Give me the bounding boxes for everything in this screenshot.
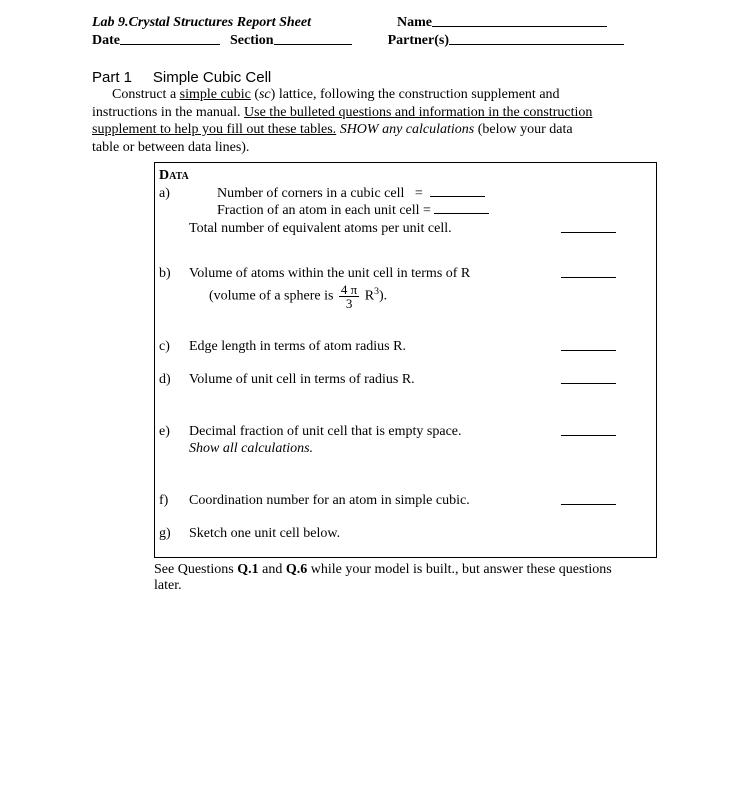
data-heading: Data bbox=[159, 167, 646, 185]
intro-text: Construct a bbox=[112, 87, 180, 102]
after-text: See Questions bbox=[154, 562, 237, 577]
intro-line-4: table or between data lines). bbox=[92, 139, 657, 157]
gap bbox=[159, 237, 646, 265]
gap bbox=[159, 355, 646, 371]
label-a: a) bbox=[159, 185, 189, 203]
row-g: g) Sketch one unit cell below. bbox=[159, 525, 646, 543]
gap bbox=[159, 543, 646, 549]
label-d: d) bbox=[159, 371, 189, 389]
text-a-3: Total number of equivalent atoms per uni… bbox=[189, 220, 553, 238]
label-g: g) bbox=[159, 525, 189, 543]
spacer bbox=[352, 32, 388, 50]
intro-line-3: supplement to help you fill out these ta… bbox=[92, 121, 657, 139]
text-b-1: Volume of atoms within the unit cell in … bbox=[189, 265, 553, 283]
ref-q1: Q.1 bbox=[237, 562, 258, 577]
section-blank[interactable] bbox=[274, 32, 352, 45]
q-text: Number of corners in a cubic cell bbox=[217, 186, 404, 201]
row-e-1: e) Decimal fraction of unit cell that is… bbox=[159, 423, 646, 441]
intro-line-2: instructions in the manual. Use the bull… bbox=[92, 104, 657, 122]
text-b-2: (volume of a sphere is 4 π3 R3). bbox=[189, 283, 646, 310]
row-d: d) Volume of unit cell in terms of radiu… bbox=[159, 371, 646, 389]
after-text: while your model is built., but answer t… bbox=[307, 562, 611, 577]
text-e-2: Show all calculations. bbox=[189, 440, 646, 458]
name-blank[interactable] bbox=[432, 14, 607, 27]
text-a-1: Number of corners in a cubic cell = bbox=[189, 185, 646, 203]
q-text: ). bbox=[379, 288, 387, 303]
label-c: c) bbox=[159, 338, 189, 356]
fraction: 4 π3 bbox=[339, 283, 359, 310]
blank-e[interactable] bbox=[561, 423, 616, 436]
gap bbox=[159, 458, 646, 492]
blank-a2[interactable] bbox=[434, 202, 489, 214]
label-b: b) bbox=[159, 265, 189, 283]
after-text: later. bbox=[154, 578, 182, 593]
intro-sc: sc bbox=[259, 87, 271, 102]
lab-title-prefix: Lab 9. bbox=[92, 14, 129, 32]
intro-line-1: Construct a simple cubic (sc) lattice, f… bbox=[92, 86, 657, 104]
blank-c[interactable] bbox=[561, 338, 616, 351]
blank-b[interactable] bbox=[561, 265, 616, 278]
page: Lab 9. Crystal Structures Report Sheet N… bbox=[0, 0, 749, 792]
intro-italic: SHOW any calculations bbox=[340, 122, 475, 137]
lab-title: Crystal Structures Report Sheet bbox=[129, 14, 311, 32]
intro-paragraph: Construct a simple cubic (sc) lattice, f… bbox=[92, 86, 657, 156]
part1-main: Simple Cubic Cell bbox=[153, 69, 271, 86]
intro-underlined: supplement to help you fill out these ta… bbox=[92, 122, 336, 137]
row-b-2: (volume of a sphere is 4 π3 R3). bbox=[159, 283, 646, 310]
partners-label: Partner(s) bbox=[388, 32, 449, 50]
row-c: c) Edge length in terms of atom radius R… bbox=[159, 338, 646, 356]
intro-text: instructions in the manual. bbox=[92, 105, 244, 120]
after-text: and bbox=[259, 562, 286, 577]
data-table: Data a) Number of corners in a cubic cel… bbox=[154, 162, 657, 558]
blank-a1[interactable] bbox=[430, 185, 485, 197]
header-line-2: Date Section Partner(s) bbox=[92, 32, 657, 50]
ref-q6: Q.6 bbox=[286, 562, 307, 577]
text-g: Sketch one unit cell below. bbox=[189, 525, 646, 543]
section-label: Section bbox=[230, 32, 274, 50]
text-d: Volume of unit cell in terms of radius R… bbox=[189, 371, 553, 389]
text-a-2: Fraction of an atom in each unit cell = bbox=[189, 202, 646, 220]
gap bbox=[159, 310, 646, 338]
part1-prefix: Part 1 bbox=[92, 69, 136, 86]
row-e-2: Show all calculations. bbox=[159, 440, 646, 458]
partners-blank[interactable] bbox=[449, 32, 624, 45]
text-e-1: Decimal fraction of unit cell that is em… bbox=[189, 423, 553, 441]
intro-underlined: Use the bulleted questions and informati… bbox=[244, 105, 592, 120]
label-f: f) bbox=[159, 492, 189, 510]
intro-underlined: simple cubic bbox=[180, 87, 251, 102]
gap bbox=[159, 509, 646, 525]
name-label: Name bbox=[397, 14, 432, 32]
frac-den: 3 bbox=[344, 297, 355, 310]
frac-num: 4 π bbox=[339, 283, 359, 297]
after-note: See Questions Q.1 and Q.6 while your mod… bbox=[154, 562, 657, 596]
label-e: e) bbox=[159, 423, 189, 441]
intro-text: ) lattice, following the construction su… bbox=[271, 87, 560, 102]
row-a-1: a) Number of corners in a cubic cell = bbox=[159, 185, 646, 203]
equals: = bbox=[415, 186, 423, 201]
header-line-1: Lab 9. Crystal Structures Report Sheet N… bbox=[92, 14, 657, 32]
spacer bbox=[311, 14, 397, 32]
row-b-1: b) Volume of atoms within the unit cell … bbox=[159, 265, 646, 283]
row-a-2: Fraction of an atom in each unit cell = bbox=[159, 202, 646, 220]
gap bbox=[159, 389, 646, 423]
row-f: f) Coordination number for an atom in si… bbox=[159, 492, 646, 510]
intro-text: (below your data bbox=[474, 122, 572, 137]
blank-d[interactable] bbox=[561, 371, 616, 384]
row-a-3: Total number of equivalent atoms per uni… bbox=[159, 220, 646, 238]
q-text: Fraction of an atom in each unit cell = bbox=[217, 203, 434, 218]
date-blank[interactable] bbox=[120, 32, 220, 45]
date-label: Date bbox=[92, 32, 120, 50]
part1-heading: Part 1 Simple Cubic Cell bbox=[92, 69, 657, 86]
text-c: Edge length in terms of atom radius R. bbox=[189, 338, 553, 356]
blank-f[interactable] bbox=[561, 492, 616, 505]
q-text: R bbox=[361, 288, 374, 303]
intro-text: ( bbox=[251, 87, 259, 102]
spacer bbox=[220, 32, 230, 50]
text-f: Coordination number for an atom in simpl… bbox=[189, 492, 553, 510]
q-text: (volume of a sphere is bbox=[209, 288, 337, 303]
blank-a3[interactable] bbox=[561, 220, 616, 233]
